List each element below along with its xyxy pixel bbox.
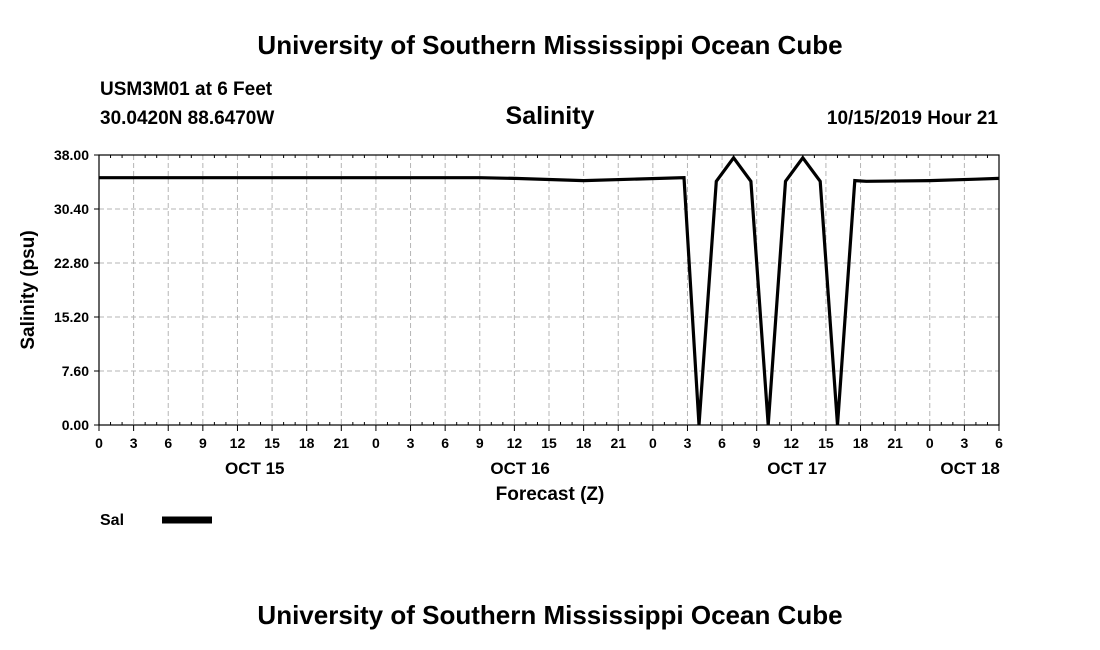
x-tick-label: 3 (130, 435, 138, 451)
x-tick-label: 3 (684, 435, 692, 451)
page-title-top: University of Southern Mississippi Ocean… (257, 30, 842, 60)
x-tick-label: 12 (507, 435, 523, 451)
x-tick-label: 6 (718, 435, 726, 451)
chart-title: Salinity (506, 102, 595, 130)
x-tick-label: 3 (960, 435, 968, 451)
y-tick-label: 22.80 (54, 255, 89, 271)
y-tick-label: 38.00 (54, 147, 89, 163)
day-label: OCT 18 (940, 459, 1000, 478)
x-tick-label: 9 (476, 435, 484, 451)
grid (99, 155, 999, 425)
axis-ticks: 38.00 30.40 22.80 15.20 7.60 0.00 0 3 6 9 12 15 18 21… (54, 147, 1003, 478)
coordinates-label: 30.0420N 88.6470W (100, 108, 274, 129)
y-tick-label: 30.40 (54, 201, 89, 217)
y-tick-label: 7.60 (62, 363, 89, 379)
y-axis-label: Salinity (psu) (18, 230, 39, 349)
series-layer (99, 155, 1000, 426)
x-tick-label: 18 (299, 435, 315, 451)
x-tick-label: 6 (164, 435, 172, 451)
timestamp-label: 10/15/2019 Hour 21 (827, 108, 999, 129)
page-title-bottom: University of Southern Mississippi Ocean… (257, 600, 842, 630)
x-tick-label: 6 (995, 435, 1003, 451)
x-tick-label: 6 (441, 435, 449, 451)
x-tick-label: 0 (649, 435, 657, 451)
x-tick-label: 15 (818, 435, 834, 451)
x-tick-label: 21 (610, 435, 626, 451)
x-tick-label: 0 (372, 435, 380, 451)
x-tick-label: 12 (784, 435, 800, 451)
x-axis-label: Forecast (Z) (496, 484, 605, 505)
station-label: USM3M01 at 6 Feet (100, 79, 273, 100)
x-tick-label: 21 (887, 435, 903, 451)
x-tick-label: 18 (576, 435, 592, 451)
day-label: OCT 15 (225, 459, 285, 478)
day-label: OCT 16 (490, 459, 550, 478)
day-label: OCT 17 (767, 459, 827, 478)
x-tick-label: 21 (334, 435, 350, 451)
legend-label: Sal (100, 512, 124, 529)
x-tick-label: 9 (199, 435, 207, 451)
series-line-sal (99, 155, 1000, 426)
x-tick-label: 9 (753, 435, 761, 451)
x-tick-label: 18 (853, 435, 869, 451)
x-tick-label: 0 (926, 435, 934, 451)
x-tick-label: 3 (407, 435, 415, 451)
x-tick-label: 0 (95, 435, 103, 451)
x-tick-label: 15 (264, 435, 280, 451)
y-tick-label: 15.20 (54, 309, 89, 325)
x-tick-label: 12 (230, 435, 246, 451)
x-tick-label: 15 (541, 435, 557, 451)
y-tick-label: 0.00 (62, 417, 89, 433)
